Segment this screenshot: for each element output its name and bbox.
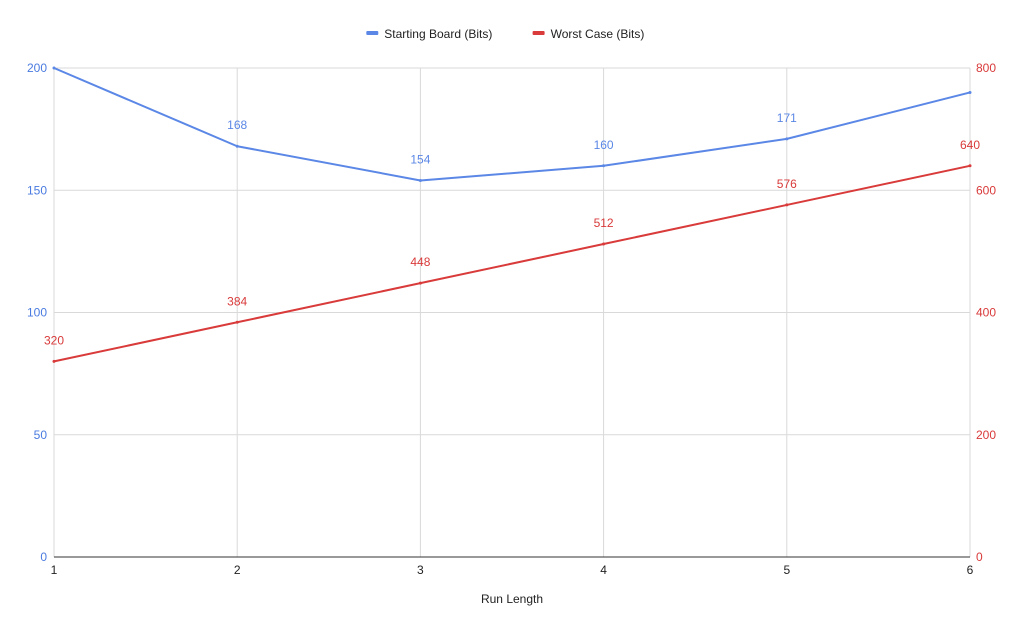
data-label: 154: [410, 152, 430, 166]
x-tick-label: 4: [600, 563, 607, 577]
data-point: [968, 164, 972, 168]
data-point: [602, 164, 606, 168]
data-point: [418, 178, 422, 182]
x-tick-label: 3: [417, 563, 424, 577]
data-label: 160: [594, 138, 614, 152]
data-point: [52, 359, 56, 363]
data-point: [52, 66, 56, 70]
data-label: 512: [594, 216, 614, 230]
data-point: [785, 203, 789, 207]
series-line: [53, 67, 971, 182]
data-point: [235, 144, 239, 148]
legend-swatch: [532, 31, 545, 35]
x-tick-label: 6: [967, 563, 974, 577]
data-label: 576: [777, 177, 797, 191]
axis-layer: 0 50 100 150 200 0 200 400 600 800 1 2 3 4 5 6: [27, 61, 996, 577]
data-point: [418, 281, 422, 285]
legend-label: Worst Case (Bits): [551, 27, 645, 41]
left-y-tick-label: 150: [27, 183, 47, 197]
left-y-tick-label: 50: [34, 428, 48, 442]
right-y-tick-label: 600: [976, 183, 996, 197]
data-point: [235, 320, 239, 324]
data-label: 171: [777, 111, 797, 125]
left-y-tick-label: 200: [27, 61, 47, 75]
x-axis-title: Run Length: [481, 592, 543, 606]
data-point: [602, 242, 606, 246]
right-y-tick-label: 200: [976, 428, 996, 442]
legend: Starting Board (Bits) Worst Case (Bits): [366, 27, 644, 41]
right-y-tick-label: 400: [976, 306, 996, 320]
data-label: 168: [227, 118, 247, 132]
left-y-tick-label: 0: [40, 550, 47, 564]
series-layer: [52, 66, 972, 363]
data-point: [968, 90, 972, 94]
x-tick-label: 1: [51, 563, 58, 577]
data-label: 640: [960, 138, 980, 152]
data-point: [785, 137, 789, 141]
x-tick-label: 2: [234, 563, 241, 577]
data-label-layer: 168 154 160 171 320 384 448 512 576 640: [44, 111, 980, 347]
legend-label: Starting Board (Bits): [384, 27, 492, 41]
data-label: 320: [44, 333, 64, 347]
left-y-tick-label: 100: [27, 306, 47, 320]
data-label: 384: [227, 294, 247, 308]
x-tick-label: 5: [783, 563, 790, 577]
data-label: 448: [410, 255, 430, 269]
legend-swatch: [366, 31, 379, 35]
right-y-tick-label: 800: [976, 61, 996, 75]
right-y-tick-label: 0: [976, 550, 983, 564]
grid-layer: [53, 67, 971, 557]
series-line: [53, 164, 971, 363]
